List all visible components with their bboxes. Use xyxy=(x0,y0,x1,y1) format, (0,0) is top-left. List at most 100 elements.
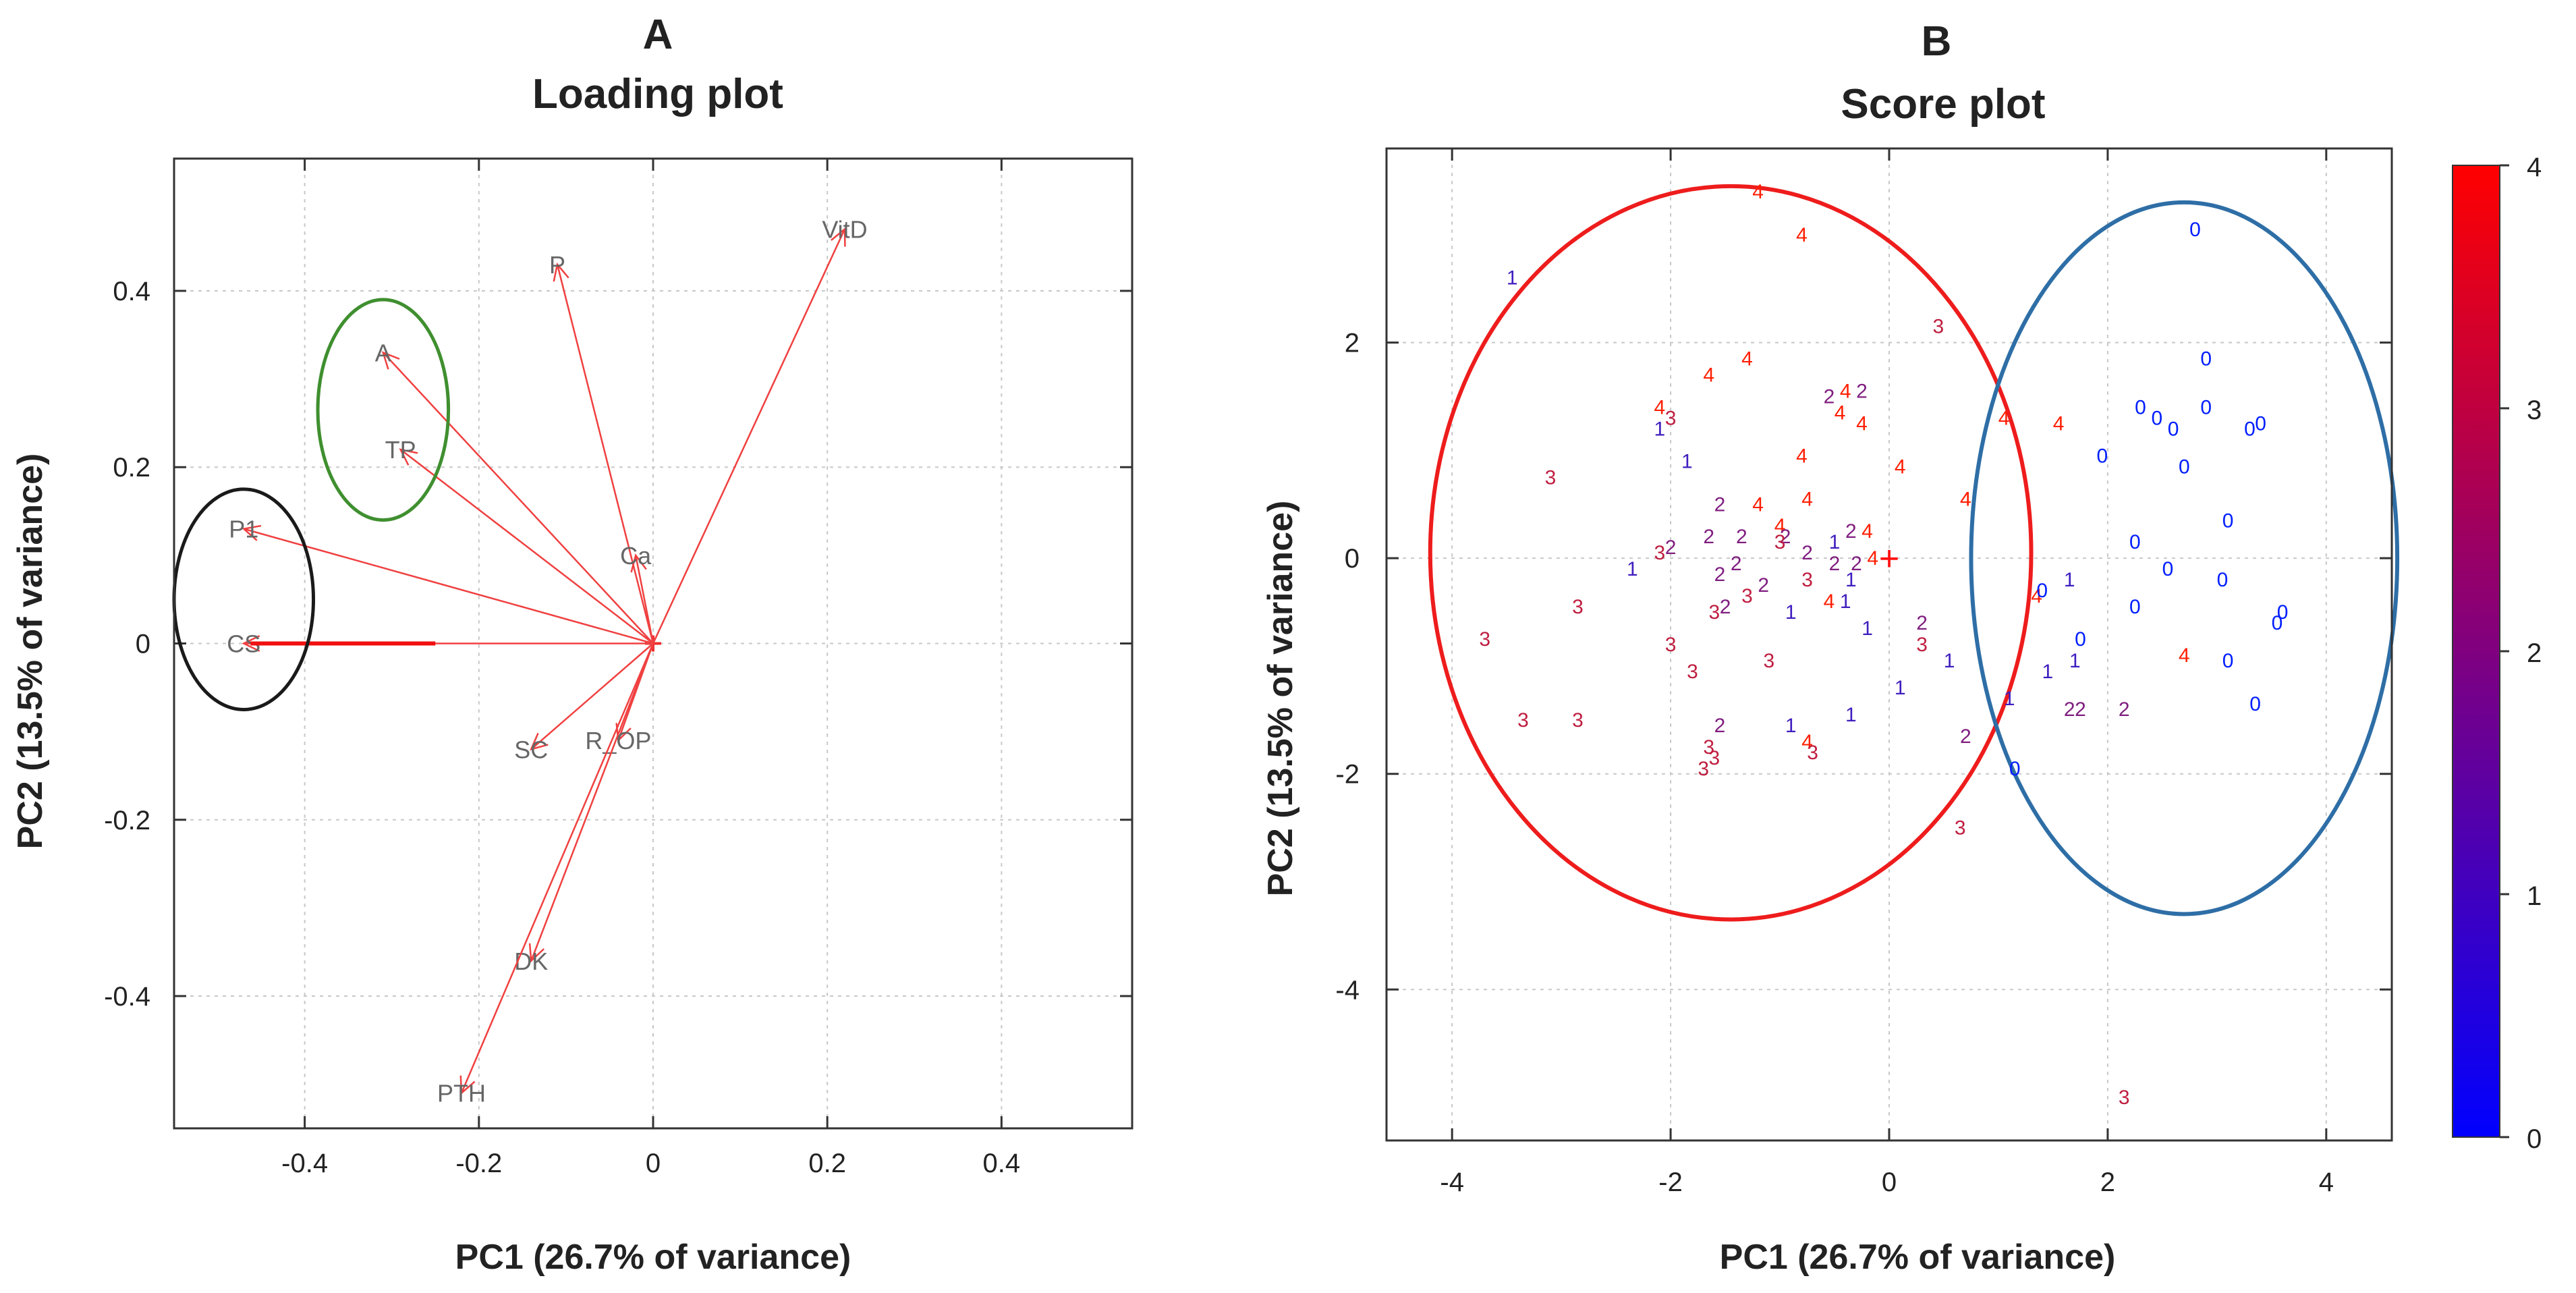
loading-vector-a-arrowhead xyxy=(381,351,400,370)
score-point: 0 xyxy=(2277,601,2289,624)
score-point: 0 xyxy=(2135,396,2146,418)
score-point: 3 xyxy=(1709,601,1720,624)
score-point: 3 xyxy=(1654,542,1666,564)
score-point: 4 xyxy=(2031,585,2042,607)
score-point: 2 xyxy=(1731,553,1742,575)
panel-a-y-tick-label: 0.4 xyxy=(113,277,150,306)
score-point: 4 xyxy=(1835,402,1846,424)
score-point: 2 xyxy=(1714,493,1726,516)
score-point: 3 xyxy=(1687,661,1698,683)
score-point: 1 xyxy=(2064,569,2075,591)
score-point: 3 xyxy=(1709,747,1720,769)
loading-vector-p xyxy=(556,264,654,644)
score-point: 4 xyxy=(1861,520,1873,543)
score-point: 1 xyxy=(1861,617,1873,640)
panel-b-x-tick-label: 4 xyxy=(2319,1167,2334,1197)
score-point: 1 xyxy=(2042,661,2053,683)
loading-label: DK xyxy=(514,947,548,975)
loading-vector-sc-arrowhead xyxy=(530,732,549,751)
score-point: 0 xyxy=(2179,456,2190,478)
loading-vector-ca xyxy=(634,555,654,644)
colorbar-tick-label: 0 xyxy=(2527,1124,2542,1154)
score-point: 0 xyxy=(2096,445,2108,467)
panel-b-cluster-ellipse xyxy=(1969,200,2400,916)
colorbar-ticks: 0 1 2 3 4 xyxy=(2500,153,2542,1154)
score-point: 3 xyxy=(1479,628,1490,651)
score-point: 1 xyxy=(1785,601,1797,624)
score-point: 1 xyxy=(1829,531,1841,553)
panel-b-title: Score plot xyxy=(1841,81,2045,128)
colorbar xyxy=(2452,165,2500,1138)
score-point: 4 xyxy=(1703,364,1714,387)
panel-a-x-tick-label: 0.4 xyxy=(983,1149,1021,1178)
score-point: 2 xyxy=(1714,563,1726,586)
score-point: 0 xyxy=(2129,531,2141,553)
score-point: 2 xyxy=(1960,725,1971,748)
score-point: 2 xyxy=(1703,526,1714,548)
centroid-marker: + xyxy=(1879,539,1899,578)
score-point: 3 xyxy=(1703,736,1714,759)
score-point: 2 xyxy=(1714,715,1726,737)
score-point: 0 xyxy=(2217,569,2229,591)
loading-vector-p1 xyxy=(243,528,654,644)
loading-label: P xyxy=(549,251,565,279)
score-point: 1 xyxy=(2069,650,2081,672)
score-point: 0 xyxy=(2244,418,2256,440)
score-point: 0 xyxy=(2168,418,2179,440)
score-point: 4 xyxy=(1654,396,1666,418)
score-point: 4 xyxy=(1840,381,1851,403)
score-point: 1 xyxy=(1507,267,1518,290)
panel-b-y-tick-label: 0 xyxy=(1345,544,1360,574)
panel-a: A Loading plot -0.4 -0.2 0 0.2 0.4 -0.4 -0.2 0 0… xyxy=(11,11,1133,1277)
score-point: 0 xyxy=(2200,348,2212,370)
panel-b-y-tick-label: -4 xyxy=(1335,975,1360,1005)
score-point: 4 xyxy=(1895,456,1906,478)
score-point: 2 xyxy=(1720,596,1731,618)
loading-label: Ca xyxy=(620,542,652,570)
loading-label: TP xyxy=(385,436,416,464)
panel-b-letter: B xyxy=(1922,18,1952,65)
loading-vector-sc xyxy=(530,642,654,750)
panel-a-ticks: -0.4 -0.2 0 0.2 0.4 -0.4 -0.2 0 0.2 0.4 xyxy=(104,159,1132,1178)
panel-b-grid xyxy=(1387,148,2392,1140)
score-point: 0 xyxy=(2162,558,2174,580)
panel-b-x-tick-label: 2 xyxy=(2100,1167,2115,1197)
loading-label: P1 xyxy=(229,516,258,543)
score-point: 1 xyxy=(1627,558,1638,580)
score-point: 0 xyxy=(2009,758,2021,780)
loading-vector-tp xyxy=(399,449,654,644)
score-point: 2 xyxy=(2119,698,2130,721)
loading-label: SC xyxy=(514,736,548,763)
panel-a-x-tick-label: -0.2 xyxy=(455,1149,502,1178)
loading-label: VitD xyxy=(822,216,867,244)
score-point: 0 xyxy=(2255,412,2266,435)
score-point: 4 xyxy=(1741,348,1753,370)
panel-a-y-tick-label: 0.2 xyxy=(113,453,150,483)
score-point: 1 xyxy=(2004,688,2015,710)
panel-a-y-tick-label: -0.2 xyxy=(104,806,150,835)
score-point: 4 xyxy=(1796,224,1808,246)
score-point: 3 xyxy=(1572,709,1584,732)
panel-b-annotations xyxy=(1428,184,2400,922)
score-point: 2 xyxy=(1916,612,1928,634)
colorbar-tick-label: 4 xyxy=(2527,153,2542,182)
score-point: 2 xyxy=(2075,698,2086,721)
panel-a-x-axis-label: PC1 (26.7% of variance) xyxy=(455,1238,851,1277)
loading-label: A xyxy=(375,339,391,366)
score-point: 4 xyxy=(2179,644,2190,667)
score-point: 2 xyxy=(2064,698,2075,721)
loading-label: PTH xyxy=(437,1080,486,1107)
loading-vector-tp-arrowhead xyxy=(399,448,418,466)
score-point: 4 xyxy=(1774,515,1786,537)
score-point: 3 xyxy=(1955,817,1966,840)
score-point: 4 xyxy=(1752,181,1764,203)
loading-vector-p-arrowhead xyxy=(553,262,569,282)
score-point: 3 xyxy=(1545,466,1557,489)
score-point: 2 xyxy=(1736,526,1747,548)
score-point: 2 xyxy=(1758,574,1769,597)
score-point: 4 xyxy=(1801,488,1813,510)
